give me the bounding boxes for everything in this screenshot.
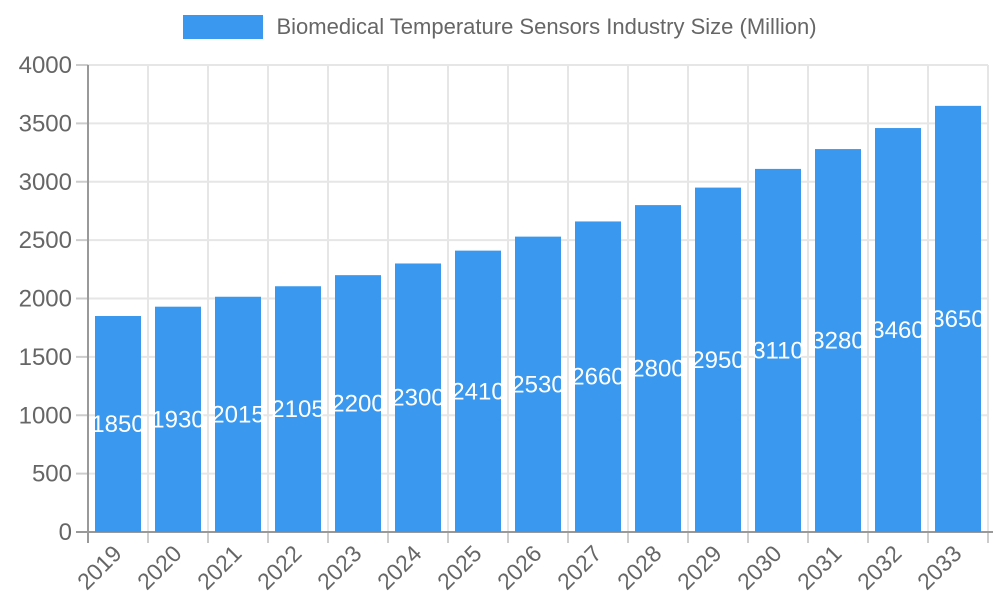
bar-2023[interactable] — [335, 275, 381, 532]
legend-label: Biomedical Temperature Sensors Industry … — [276, 14, 817, 39]
y-axis-tick-label: 1500 — [19, 344, 72, 371]
bar-value-label: 2800 — [631, 356, 684, 383]
x-axis-tick-label: 2020 — [132, 540, 187, 595]
y-axis-tick-label: 2500 — [19, 227, 72, 254]
bar-2032[interactable] — [875, 128, 921, 533]
bar-2021[interactable] — [215, 296, 261, 532]
bar-2025[interactable] — [455, 250, 501, 532]
x-axis-tick-label: 2023 — [312, 540, 367, 595]
bar-2024[interactable] — [395, 263, 441, 532]
bar-value-label: 3110 — [752, 337, 804, 364]
y-axis-tick-label: 2000 — [19, 286, 72, 313]
y-axis-tick-label: 4000 — [19, 52, 72, 79]
bar-value-label: 3460 — [871, 317, 924, 344]
x-axis-tick-label: 2019 — [72, 540, 127, 595]
x-axis-tick-label: 2022 — [252, 540, 307, 595]
bar-value-label: 2200 — [331, 391, 384, 418]
x-axis-tick-label: 2033 — [912, 540, 967, 595]
x-axis-tick-label: 2026 — [492, 540, 547, 595]
bar-value-label: 2660 — [571, 364, 624, 391]
bar-2028[interactable] — [635, 205, 681, 532]
bar-2022[interactable] — [275, 286, 321, 532]
y-axis-tick-label: 3500 — [19, 110, 72, 137]
bar-2019[interactable] — [95, 316, 141, 532]
bar-2030[interactable] — [755, 168, 801, 532]
y-axis-tick-label: 500 — [32, 461, 72, 488]
y-axis-tick-label: 3000 — [19, 169, 72, 196]
y-axis-tick-label: 1000 — [19, 402, 72, 429]
bar-2027[interactable] — [575, 221, 621, 532]
bar-value-label: 2410 — [451, 378, 504, 405]
x-axis-tick-label: 2027 — [552, 540, 607, 595]
bar-value-label: 2015 — [211, 401, 264, 428]
bar-2029[interactable] — [695, 187, 741, 532]
bar-value-label: 3280 — [811, 328, 864, 355]
bar-value-label: 1930 — [151, 406, 204, 433]
x-axis-tick-label: 2029 — [672, 540, 727, 595]
bar-2020[interactable] — [155, 306, 201, 532]
legend: Biomedical Temperature Sensors Industry … — [0, 14, 1000, 40]
x-axis-tick-label: 2030 — [732, 540, 787, 595]
legend-item-series-1[interactable]: Biomedical Temperature Sensors Industry … — [183, 14, 817, 40]
bar-value-label: 3650 — [931, 306, 984, 333]
bar-value-label: 1850 — [91, 411, 144, 438]
legend-swatch — [183, 15, 264, 39]
x-axis-tick-label: 2031 — [792, 540, 847, 595]
bar-2031[interactable] — [815, 149, 861, 532]
bar-value-label: 2530 — [511, 371, 564, 398]
bar-2026[interactable] — [515, 236, 561, 532]
y-axis-tick-label: 0 — [59, 519, 72, 546]
bar-value-label: 2300 — [391, 385, 444, 412]
x-axis-tick-label: 2032 — [852, 540, 907, 595]
x-axis-tick-label: 2021 — [192, 540, 247, 595]
x-axis-tick-label: 2024 — [372, 540, 427, 595]
x-axis-tick-label: 2025 — [432, 540, 487, 595]
bar-value-label: 2950 — [691, 347, 744, 374]
bar-2033[interactable] — [935, 105, 981, 533]
bar-value-label: 2105 — [271, 396, 324, 423]
x-axis-tick-label: 2028 — [612, 540, 667, 595]
